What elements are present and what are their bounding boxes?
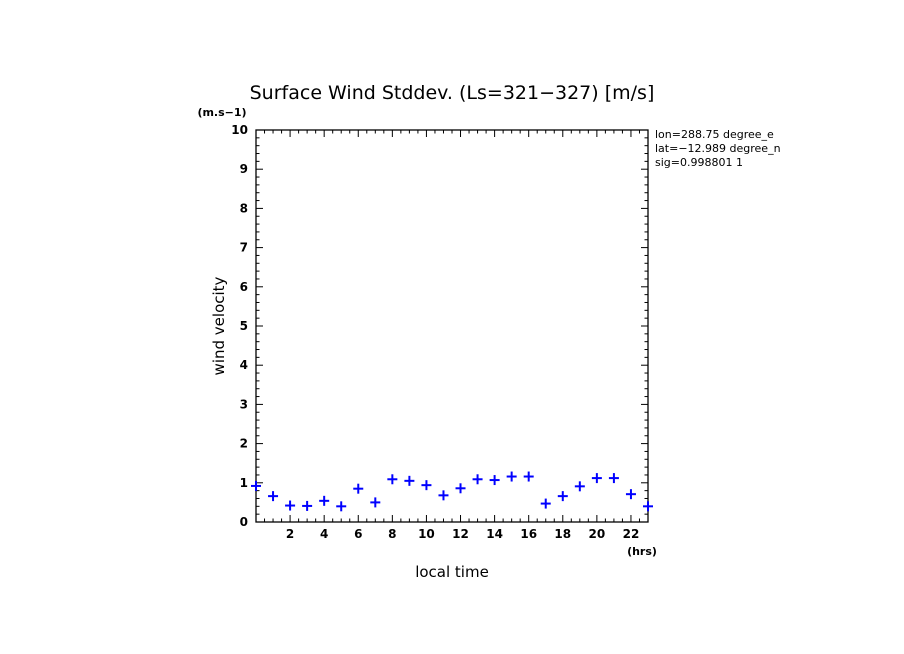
x-tick-label: 6 <box>354 527 362 541</box>
data-point <box>489 475 500 486</box>
x-tick-labels: 2 4 6 8 10 12 14 16 18 20 22 <box>286 527 639 541</box>
data-point <box>523 471 534 482</box>
x-tick-label: 20 <box>589 527 606 541</box>
data-point <box>506 471 517 482</box>
data-point <box>643 501 653 512</box>
data-point <box>404 475 415 486</box>
y-tick-label: 1 <box>240 476 248 490</box>
data-point <box>557 491 568 502</box>
y-axis-label: wind velocity <box>210 276 228 375</box>
x-tick-label: 10 <box>418 527 435 541</box>
y-tick-labels: 0 1 2 3 4 5 6 7 8 9 10 <box>231 123 248 529</box>
y-axis-unit: (m.s−1) <box>197 106 246 119</box>
info-lon: lon=288.75 degree_e <box>655 128 774 141</box>
data-point <box>319 495 330 506</box>
x-tick-label: 14 <box>486 527 503 541</box>
x-tick-label: 18 <box>554 527 571 541</box>
data-point <box>540 498 551 509</box>
data-point <box>455 483 466 494</box>
y-tick-label: 3 <box>240 397 248 411</box>
chart-title: Surface Wind Stddev. (Ls=321−327) [m/s] <box>250 82 655 104</box>
y-tick-label: 2 <box>240 437 248 451</box>
plot-axes <box>255 129 649 523</box>
y-tick-label: 10 <box>231 123 248 137</box>
data-point <box>387 474 398 485</box>
data-point <box>608 473 619 484</box>
data-point <box>302 500 313 511</box>
data-point <box>353 483 364 494</box>
data-point <box>591 473 602 484</box>
plot-frame <box>255 129 649 523</box>
x-tick-label: 2 <box>286 527 294 541</box>
y-tick-label: 8 <box>240 201 248 215</box>
data-point <box>251 480 261 491</box>
data-points <box>251 471 653 512</box>
y-tick-label: 9 <box>240 162 248 176</box>
y-tick-label: 7 <box>240 241 248 255</box>
data-point <box>574 481 585 492</box>
y-tick-label: 5 <box>240 319 248 333</box>
x-axis-label: local time <box>415 563 489 581</box>
y-tick-label: 6 <box>240 280 248 294</box>
x-tick-label: 4 <box>320 527 328 541</box>
data-point <box>285 500 296 511</box>
info-lat: lat=−12.989 degree_n <box>655 142 781 155</box>
data-point <box>268 491 279 502</box>
y-tick-label: 4 <box>240 358 248 372</box>
x-axis-unit: (hrs) <box>627 545 657 558</box>
data-point <box>336 501 347 512</box>
info-box: lon=288.75 degree_e lat=−12.989 degree_n… <box>655 128 781 169</box>
data-point <box>438 490 449 501</box>
data-point <box>625 489 636 500</box>
data-point <box>370 497 381 508</box>
data-point <box>472 474 483 485</box>
y-tick-label: 0 <box>240 515 248 529</box>
info-sig: sig=0.998801 1 <box>655 156 743 169</box>
x-tick-label: 16 <box>520 527 537 541</box>
data-point <box>421 480 432 491</box>
x-tick-label: 8 <box>388 527 396 541</box>
x-tick-label: 12 <box>452 527 469 541</box>
x-tick-label: 22 <box>623 527 640 541</box>
